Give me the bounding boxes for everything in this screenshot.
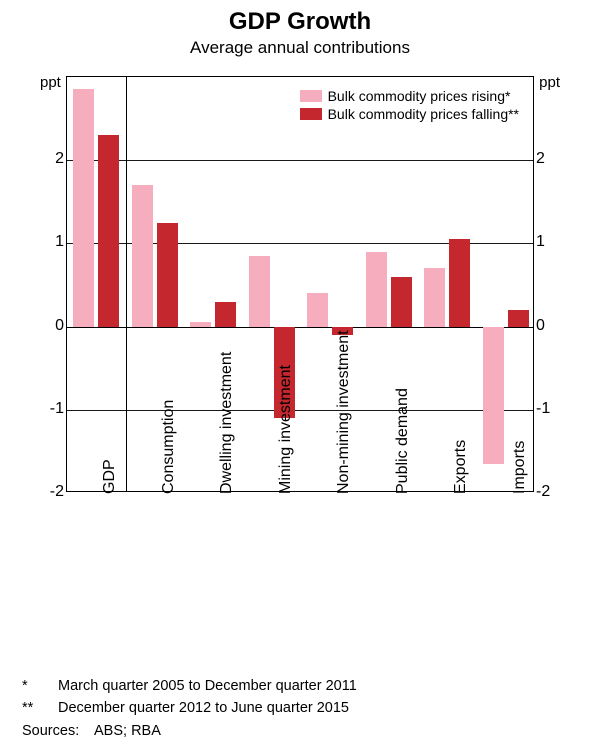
footnotes: * March quarter 2005 to December quarter…	[22, 675, 357, 742]
bar	[98, 135, 119, 326]
chart-subtitle: Average annual contributions	[0, 36, 600, 58]
y-tick-right: 0	[536, 317, 562, 335]
legend: Bulk commodity prices rising* Bulk commo…	[294, 83, 525, 127]
bar	[307, 293, 328, 326]
footnote-text: December quarter 2012 to June quarter 20…	[58, 697, 349, 719]
sources-label: Sources:	[22, 720, 94, 742]
bar	[73, 89, 94, 326]
y-tick-left: -1	[38, 400, 64, 418]
bar	[366, 252, 387, 327]
y-tick-left: -2	[38, 483, 64, 501]
y-tick-left: 1	[38, 233, 64, 251]
legend-swatch	[300, 108, 322, 120]
bar	[157, 223, 178, 327]
bar	[249, 256, 270, 327]
footnote-marker: **	[22, 697, 58, 719]
y-axis-unit-right: ppt	[539, 74, 560, 91]
legend-label: Bulk commodity prices rising*	[328, 88, 511, 104]
x-axis-labels: GDPConsumptionDwelling investmentMining …	[66, 494, 534, 674]
legend-item: Bulk commodity prices falling**	[300, 105, 519, 123]
bar	[132, 185, 153, 326]
category-divider	[126, 77, 127, 491]
footnote: ** December quarter 2012 to June quarter…	[22, 697, 357, 719]
legend-swatch	[300, 90, 322, 102]
bar	[391, 277, 412, 327]
footnote-marker: *	[22, 675, 58, 697]
bar	[215, 302, 236, 327]
x-axis-label: Imports	[511, 441, 600, 494]
bar	[449, 239, 470, 326]
footnote-text: March quarter 2005 to December quarter 2…	[58, 675, 357, 697]
y-tick-left: 0	[38, 317, 64, 335]
y-tick-right: 2	[536, 150, 562, 168]
bar	[508, 310, 529, 327]
chart-title: GDP Growth	[0, 0, 600, 36]
sources-text: ABS; RBA	[94, 720, 161, 742]
y-tick-left: 2	[38, 150, 64, 168]
zero-line	[67, 327, 533, 329]
sources: Sources: ABS; RBA	[22, 720, 357, 742]
footnote: * March quarter 2005 to December quarter…	[22, 675, 357, 697]
legend-label: Bulk commodity prices falling**	[328, 106, 519, 122]
legend-item: Bulk commodity prices rising*	[300, 87, 519, 105]
y-axis-unit-left: ppt	[40, 74, 61, 91]
bar	[190, 322, 211, 326]
bar	[424, 268, 445, 326]
y-tick-right: 1	[536, 233, 562, 251]
gridline	[67, 160, 533, 161]
